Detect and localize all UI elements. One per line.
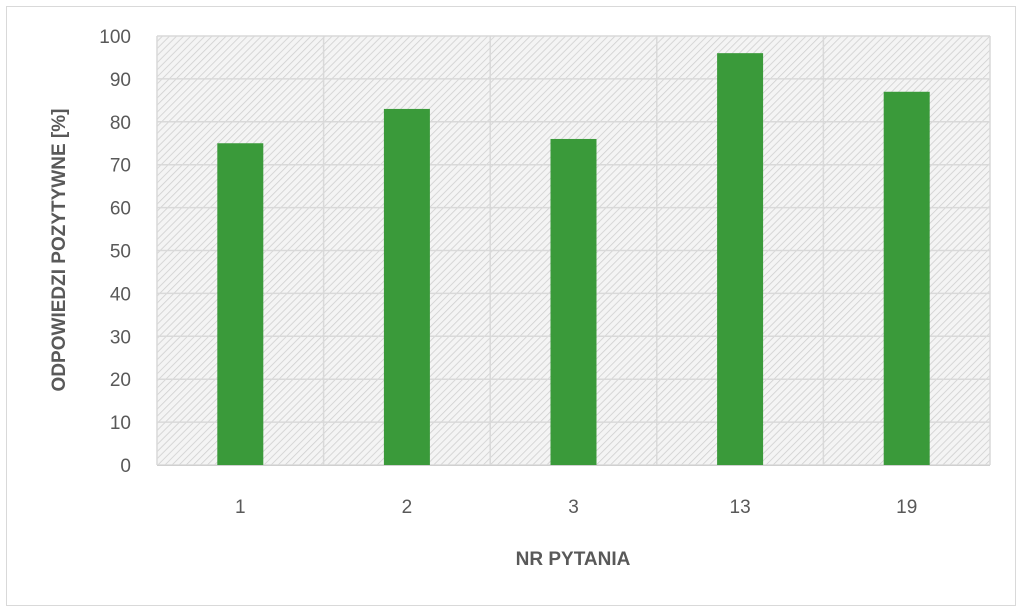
x-tick-label: 19 xyxy=(896,497,917,518)
x-tick-label: 13 xyxy=(730,497,751,518)
y-tick-label: 60 xyxy=(110,199,131,220)
y-axis-label: ODPOWIEDZI POZYTYWNE [%] xyxy=(49,109,70,392)
y-tick-label: 40 xyxy=(110,284,131,305)
y-tick-label: 0 xyxy=(120,456,131,477)
y-tick-label: 50 xyxy=(110,242,131,263)
y-tick-label: 30 xyxy=(110,327,131,348)
x-tick-label: 1 xyxy=(235,497,246,518)
bar-19 xyxy=(883,91,930,466)
bar-3 xyxy=(550,138,597,465)
y-tick-labels: 0 10 20 30 40 50 60 70 80 90 100 xyxy=(99,27,131,477)
bar-1 xyxy=(217,143,264,465)
bar-13 xyxy=(717,53,764,465)
y-tick-label: 70 xyxy=(110,156,131,177)
bar-2 xyxy=(383,108,430,466)
x-tick-label: 3 xyxy=(568,497,579,518)
y-tick-label: 80 xyxy=(110,113,131,134)
y-tick-label: 90 xyxy=(110,70,131,91)
y-tick-label: 10 xyxy=(110,413,131,434)
y-tick-label: 100 xyxy=(99,27,131,48)
x-tick-label: 2 xyxy=(402,497,413,518)
x-axis-label: NR PYTANIA xyxy=(516,549,631,570)
x-tick-labels: 1 2 3 13 19 xyxy=(235,497,917,518)
bars-group xyxy=(217,53,930,466)
y-tick-label: 20 xyxy=(110,370,131,391)
